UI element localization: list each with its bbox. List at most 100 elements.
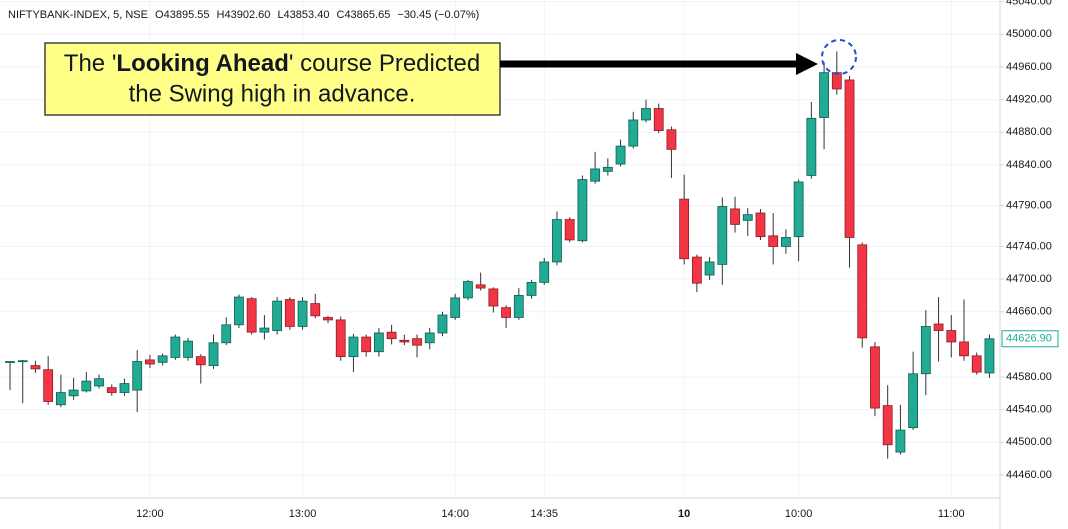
ohlc-low: L43853.40 — [277, 9, 329, 21]
annotation-text: ' course Predicted — [289, 50, 480, 77]
x-tick-label: 14:00 — [441, 508, 469, 520]
candle-body — [806, 117, 817, 176]
candle-body — [221, 324, 232, 344]
candle-body — [933, 323, 944, 331]
candle-body — [984, 338, 995, 374]
highlight-circle — [821, 39, 857, 75]
y-tick-label: 44920.00 — [1006, 93, 1052, 105]
candle-body — [920, 326, 931, 375]
x-tick-label: 13:00 — [289, 508, 317, 520]
candle-body — [81, 380, 92, 392]
candle-body — [157, 355, 168, 363]
y-tick-label: 44880.00 — [1006, 126, 1052, 138]
candle-body — [183, 340, 193, 358]
header: NIFTYBANK-INDEX, 5, NSE O43895.55 H43902… — [8, 9, 479, 21]
last-price-label: 44626.90 — [1006, 333, 1052, 345]
candle-body — [386, 331, 397, 340]
candle-body — [43, 369, 54, 402]
candle-body — [831, 72, 842, 90]
ohlc-open: O43895.55 — [155, 9, 209, 21]
annotation-line1: The 'Looking Ahead' course Predicted — [64, 50, 480, 77]
candle-body — [68, 389, 79, 397]
candle-body — [552, 219, 562, 263]
candle-body — [946, 330, 957, 343]
candle-body — [628, 119, 639, 147]
y-tick-label: 44790.00 — [1006, 200, 1052, 212]
ohlc-close: C43865.65 — [337, 9, 391, 21]
candle-body — [348, 336, 359, 358]
candle-body — [615, 145, 626, 165]
candle-body — [781, 237, 791, 247]
candle-body — [145, 359, 155, 365]
y-tick-label: 44700.00 — [1006, 273, 1052, 285]
y-tick-label: 44660.00 — [1006, 306, 1052, 318]
candle-body — [94, 378, 104, 387]
change: −30.45 (−0.07%) — [397, 9, 479, 21]
candle-body — [297, 300, 308, 327]
candle-body — [793, 181, 804, 238]
last-price-box — [1001, 330, 1059, 348]
candle-body — [463, 281, 473, 299]
candle-body — [590, 168, 601, 182]
candle-body — [908, 373, 919, 429]
annotation-text: The ' — [64, 50, 117, 77]
candle-body — [513, 295, 524, 318]
candle-body — [246, 298, 257, 333]
candle-body — [373, 332, 384, 353]
candle-body — [870, 346, 880, 409]
candle-body — [679, 198, 690, 260]
candle-body — [577, 179, 588, 242]
candle-body — [170, 336, 181, 358]
x-tick-label: 10:00 — [785, 508, 813, 520]
candle-body — [755, 212, 766, 238]
y-tick-label: 45000.00 — [1006, 28, 1052, 40]
candle-body — [742, 214, 753, 221]
candle-body — [857, 244, 868, 339]
annotation-box — [44, 42, 501, 116]
x-tick-label: 10 — [678, 508, 690, 520]
x-tick-label: 11:00 — [938, 508, 965, 520]
candle-body — [959, 341, 969, 357]
candle-body — [539, 261, 550, 283]
y-tick-label: 44740.00 — [1006, 240, 1052, 252]
candle-body — [819, 72, 829, 118]
y-tick-label: 44500.00 — [1006, 436, 1052, 448]
candle-body — [564, 219, 575, 241]
y-tick-label: 45040.00 — [1006, 0, 1052, 8]
candle-body — [488, 288, 499, 307]
ohlc-high: H43902.60 — [217, 9, 271, 21]
candle-body — [641, 108, 651, 121]
x-tick-label: 14:35 — [530, 508, 558, 520]
candle-body — [272, 300, 283, 331]
annotation-line2: the Swing high in advance. — [129, 80, 416, 107]
candle-body — [602, 166, 613, 172]
candle-body — [119, 383, 130, 393]
candle-body — [335, 319, 346, 358]
candle-body — [768, 235, 779, 247]
candle-body — [399, 339, 410, 343]
candle-body — [323, 317, 333, 321]
candles — [5, 51, 995, 459]
candle-body — [971, 355, 982, 373]
x-tick-label: 12:00 — [136, 508, 164, 520]
candle-body — [5, 361, 15, 363]
y-tick-label: 44460.00 — [1006, 469, 1052, 481]
candle-body — [501, 307, 511, 318]
candle-body — [704, 261, 715, 276]
candle-body — [55, 392, 66, 406]
candle-body — [106, 387, 117, 393]
candle-body — [526, 281, 537, 296]
candle-body — [284, 299, 295, 327]
candle-body — [259, 327, 270, 333]
candle-body — [691, 256, 702, 284]
symbol: NIFTYBANK-INDEX, 5, NSE — [8, 9, 148, 21]
candle-body — [234, 296, 244, 326]
arrow-head — [796, 53, 818, 75]
candle-body — [475, 284, 486, 289]
y-tick-label: 44580.00 — [1006, 371, 1052, 383]
candle-body — [208, 342, 219, 367]
candle-body — [17, 360, 28, 363]
candle-body — [437, 314, 448, 334]
candle-body — [666, 129, 677, 150]
